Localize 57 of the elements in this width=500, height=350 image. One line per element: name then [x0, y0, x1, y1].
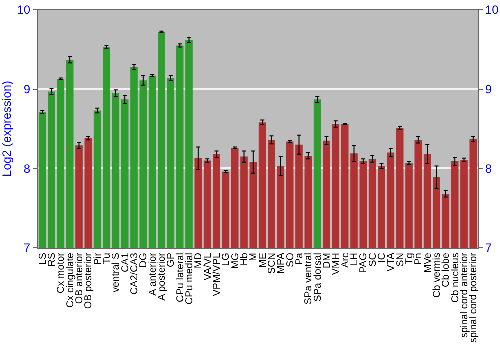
x-tick-label: CA1 [120, 252, 132, 272]
x-tick-label: RS [47, 252, 58, 267]
x-tick-label: A posterior [157, 252, 168, 301]
x-tick-label: Cb lobe [441, 252, 452, 288]
x-tick-label: DG [138, 252, 150, 268]
x-tick-label: SN [395, 253, 406, 267]
x-tick-label: DM [322, 253, 333, 269]
x-tick-label: Cx motor [56, 252, 68, 294]
x-tick-label: GP [166, 252, 178, 268]
x-tick-label: spinal cord anterior [460, 252, 470, 338]
x-tick-label: OB posterior [84, 252, 95, 310]
y2-tick-label: 10 [485, 3, 500, 18]
x-tick-label: MPA [276, 252, 288, 274]
x-tick-label: MVe [422, 252, 434, 274]
x-tick-label: Pn [414, 253, 425, 266]
x-tick-label: CA2/CA3 [130, 252, 140, 295]
x-tick-label: Tu [102, 253, 113, 264]
y-tick-label: 9 [24, 82, 31, 97]
x-tick-label: SO [285, 252, 296, 268]
x-tick-label: MG [230, 252, 242, 270]
x-tick-label: spinal cord posterior [468, 252, 480, 344]
x-tick-label: CPu lateral [175, 253, 186, 302]
x-tick-label: VMH [331, 253, 342, 276]
x-tick-label: LH [350, 253, 360, 266]
x-tick-label: SCN [267, 253, 278, 274]
y-tick-label: 8 [24, 162, 31, 176]
x-tick-label: PAG [358, 252, 370, 274]
x-tick-label: Pir [92, 252, 104, 266]
x-tick-label: Hb [240, 252, 250, 266]
x-tick-label: VPM/VPL [212, 252, 223, 296]
x-tick-label: Pa [294, 252, 306, 266]
x-tick-label: Cx cingulate [65, 252, 76, 308]
x-tick-label: MD [194, 253, 205, 269]
y2-tick-label: 7 [485, 241, 492, 256]
x-tick-label: ME [258, 252, 269, 268]
x-tick-label: CPu medial [184, 253, 196, 305]
x-tick-label: M [248, 253, 260, 262]
y-axis-title: Log2 (expression) [0, 80, 14, 178]
x-tick-label: VA/VL [202, 252, 214, 281]
x-tick-label: OB anterior [74, 252, 86, 304]
y2-tick-label: 9 [485, 82, 492, 97]
x-tick-label: ventral S [111, 252, 122, 292]
x-tick-label: LG [221, 252, 232, 266]
x-tick-label: VTA [386, 252, 398, 272]
x-tick-label: SPa dorsal [312, 253, 324, 302]
x-tick-label: LS [38, 252, 49, 266]
y-tick-label: 10 [17, 3, 31, 18]
y2-tick-label: 8 [485, 162, 492, 176]
x-tick-label: A anterior [148, 252, 159, 296]
x-tick-label: Arc [340, 253, 352, 268]
x-tick-label: Cb nucleus [450, 253, 462, 304]
y-tick-label: 7 [24, 241, 31, 256]
x-tick-label: Tg [404, 253, 416, 265]
x-tick-label: SC [368, 253, 379, 267]
x-tick-label: SPa ventral [304, 253, 315, 305]
x-tick-label: IC [377, 253, 388, 263]
x-tick-label: Cb vermis [432, 253, 443, 298]
